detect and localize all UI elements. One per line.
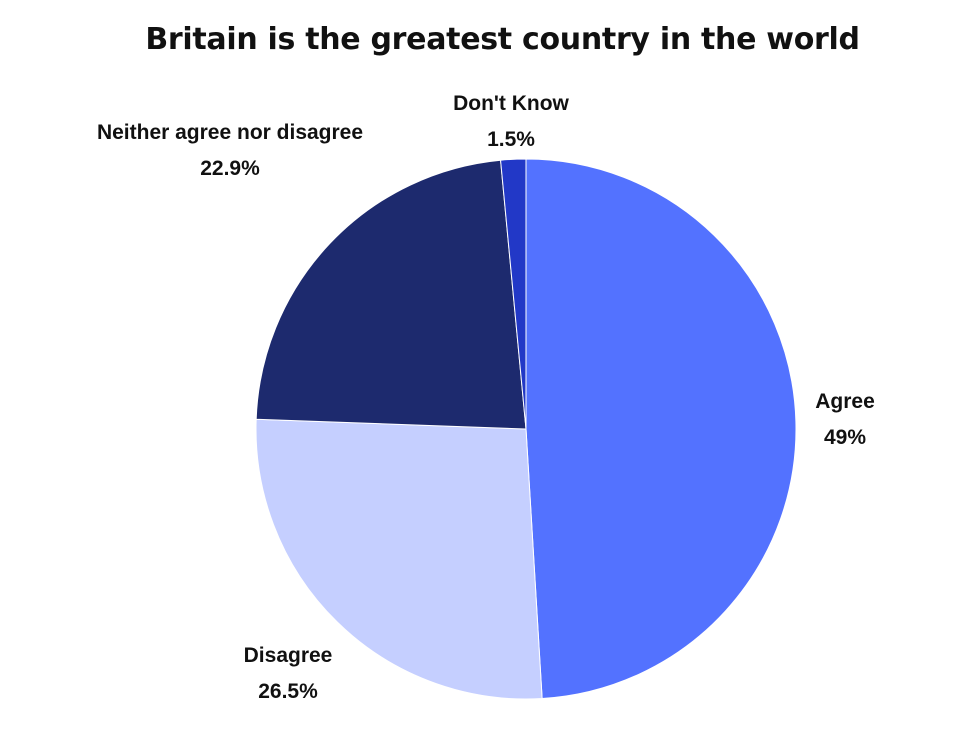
pie-slice-disagree [255, 418, 543, 700]
slice-label-agree-value: 49% [823, 426, 867, 449]
slice-label-dont-know: Don't Know 1.5% [426, 86, 596, 158]
slice-label-agree: Agree 49% [800, 384, 890, 456]
slice-label-neither-name: Neither agree nor disagree [96, 121, 364, 144]
slice-label-disagree-value: 26.5% [258, 680, 318, 703]
slice-label-dont-know-value: 1.5% [487, 128, 535, 151]
slice-label-agree-name: Agree [815, 390, 875, 413]
slice-label-disagree: Disagree 26.5% [218, 638, 358, 710]
pie-slice-neither [255, 159, 527, 430]
pie-slice-dont-know [500, 158, 527, 430]
slice-label-dont-know-name: Don't Know [453, 92, 569, 115]
slice-label-neither: Neither agree nor disagree 22.9% [60, 115, 400, 187]
pie-slice-agree [525, 158, 797, 700]
chart-title: Britain is the greatest country in the w… [145, 22, 860, 57]
slice-label-neither-value: 22.9% [200, 157, 260, 180]
slice-label-disagree-name: Disagree [243, 644, 333, 667]
